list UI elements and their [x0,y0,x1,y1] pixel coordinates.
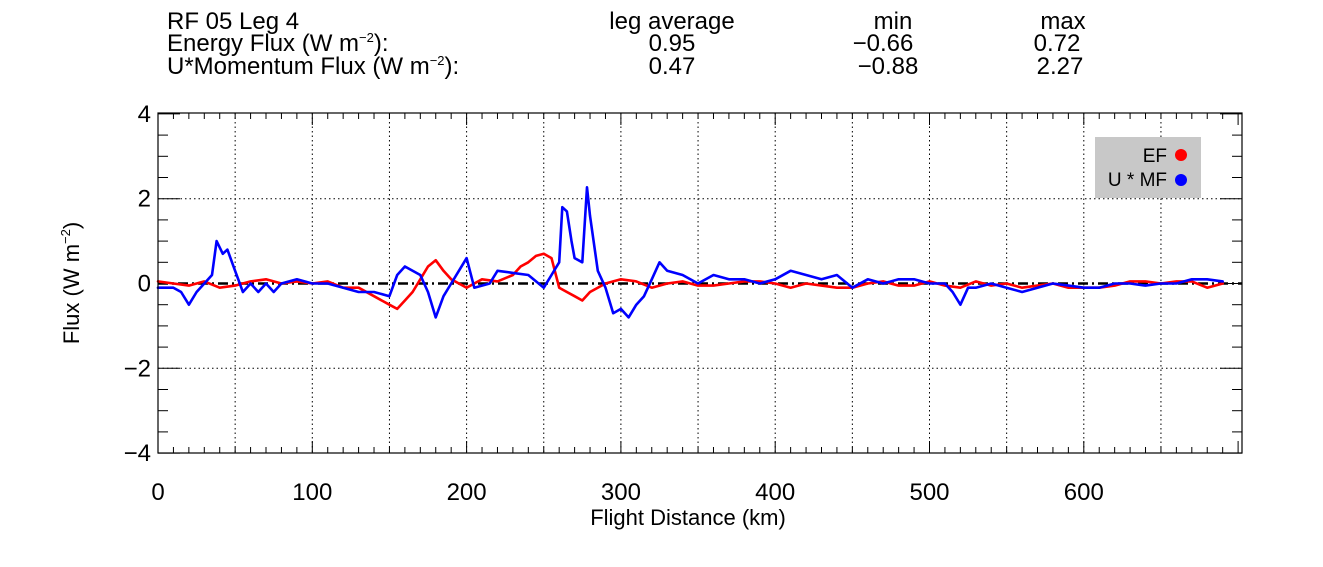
series-line-ef [156,252,1224,311]
x-tick-label: 300 [601,479,641,506]
momentum-flux-average: 0.47 [648,53,696,80]
energy-flux-max: 0.72 [1033,30,1081,57]
legend-label-umf: U * MF [1108,170,1167,191]
energy-flux-label: Energy Flux (W m−2): [167,30,389,57]
x-tick-label: 200 [447,479,487,506]
x-tick-label: 400 [755,479,795,506]
x-tick-labels: 0 100 200 300 400 500 600 [151,479,1104,506]
legend-background [1095,137,1201,198]
leg-label: RF 05 Leg 4 [167,8,300,35]
energy-flux-average: 0.95 [648,30,696,57]
series-line-umf [156,186,1224,319]
x-axis-label: Flight Distance (km) [590,505,786,530]
energy-flux-min: −0.66 [852,30,914,57]
momentum-flux-max: 2.27 [1036,53,1084,80]
legend-marker-umf [1175,174,1187,186]
axis-ticks [157,113,1242,454]
y-axis-label: Flux (W m−2) [58,222,84,344]
legend-marker-ef [1175,149,1187,161]
x-tick-label: 600 [1064,479,1104,506]
y-tick-label: −2 [124,355,151,382]
x-tick-label: 500 [909,479,949,506]
data-series [156,186,1224,319]
plot-frame [157,112,1243,454]
grid-lines [158,113,1242,453]
y-tick-label: 2 [138,186,151,213]
y-tick-label: 4 [138,101,151,128]
momentum-flux-min: −0.88 [857,53,919,80]
legend-label-ef: EF [1143,146,1167,167]
column-header-leg-average: leg average [609,8,735,35]
column-header-max: max [1040,8,1086,35]
x-tick-label: 100 [292,479,332,506]
legend: EF U * MF [1095,137,1201,198]
column-header-min: min [873,8,913,35]
x-tick-label: 0 [151,479,164,506]
y-tick-label: 0 [138,271,151,298]
momentum-flux-label: U*Momentum Flux (W m−2): [167,53,460,80]
y-tick-label: −4 [124,440,151,467]
y-tick-labels: −4 −2 0 2 4 [124,101,151,467]
